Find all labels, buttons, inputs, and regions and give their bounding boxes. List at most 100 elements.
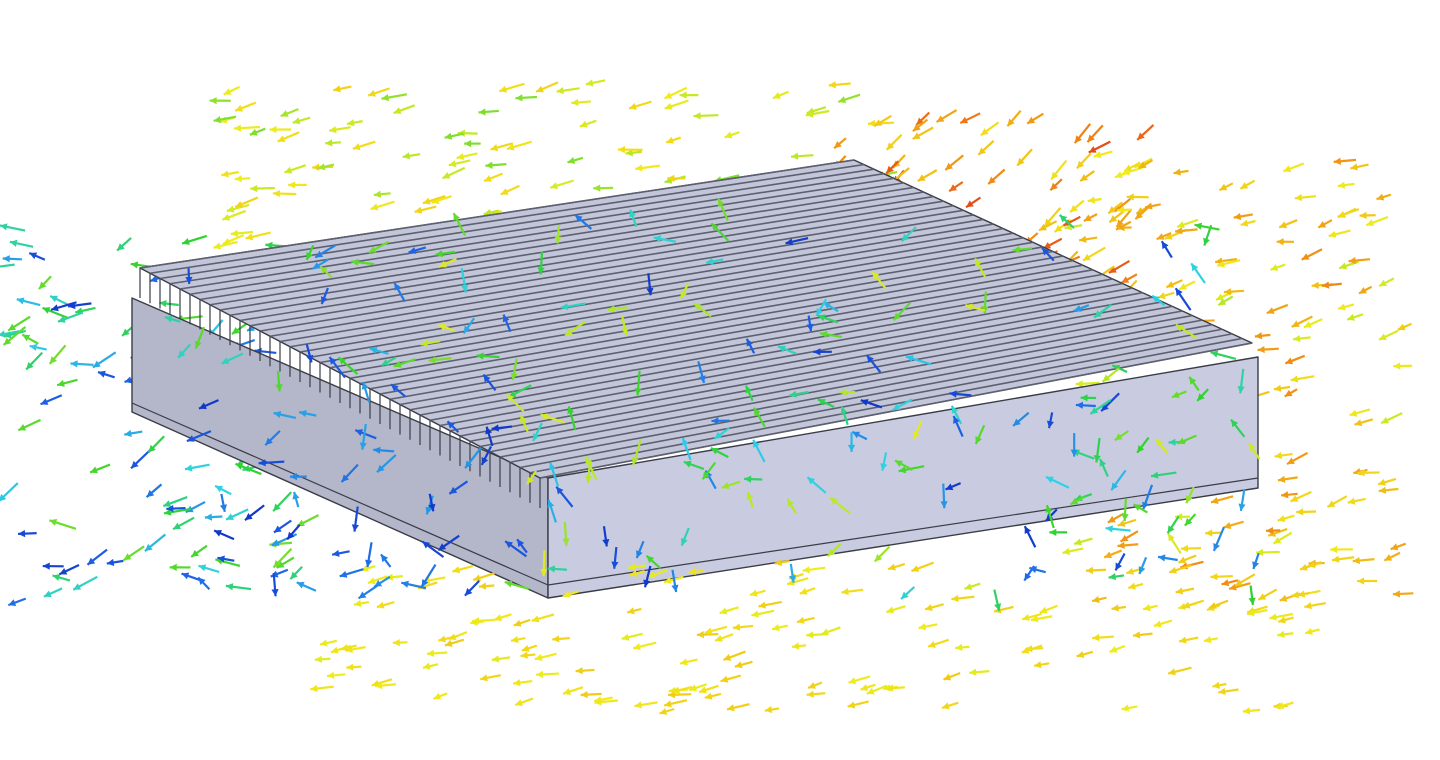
velocity-vector [435,250,456,258]
velocity-vector [1083,213,1098,222]
velocity-vector [1115,220,1132,231]
velocity-vector [1233,212,1253,221]
velocity-vector [169,563,191,571]
velocity-vector [1178,280,1196,291]
velocity-vector [817,398,835,408]
velocity-vector [376,454,397,473]
velocity-vector [671,569,679,593]
velocity-vector [317,163,335,171]
velocity-vector [320,287,329,305]
velocity-vector [698,684,719,694]
velocity-vector [839,388,856,396]
velocity-vector [964,303,986,312]
velocity-vector [1212,526,1225,552]
velocity-vector [1023,525,1037,548]
velocity-vector [513,679,533,687]
velocity-vector [1230,418,1246,438]
velocity-vector [620,314,629,336]
velocity-vector [751,609,775,618]
velocity-vector [221,170,239,178]
velocity-vector [1108,259,1131,274]
velocity-vector [326,671,346,679]
velocity-vector [433,692,448,700]
velocity-vector [1073,537,1093,546]
velocity-vector [190,544,208,558]
velocity-vector [1165,279,1183,289]
velocity-vector [1291,315,1313,328]
velocity-vector [672,685,693,694]
velocity-vector [969,668,990,676]
velocity-vector [1390,542,1407,551]
velocity-vector [777,345,797,355]
velocity-vector [58,564,80,576]
velocity-vector [1142,604,1158,612]
velocity-vector [840,406,849,426]
velocity-vector [420,564,437,588]
velocity-vector [1075,401,1096,409]
velocity-vector [1173,168,1189,176]
velocity-vector [1397,322,1413,331]
velocity-vector [1277,514,1295,523]
velocity-vector [1217,259,1241,268]
velocity-vector [275,371,283,392]
velocity-vector [444,638,465,647]
velocity-vector [974,257,987,278]
velocity-vector [1304,601,1326,610]
heatsink-fin [279,223,994,343]
velocity-vector [177,343,192,359]
heatsink-fin [409,282,1123,411]
velocity-vector [1006,109,1022,127]
velocity-vector [305,344,314,363]
velocity-vector [48,344,67,365]
velocity-vector [634,701,658,709]
velocity-vector [594,696,613,704]
velocity-vector [1101,367,1120,383]
velocity-vector [213,240,238,250]
velocity-vector [1117,541,1139,549]
velocity-vector [7,315,31,332]
velocity-vector [744,475,763,483]
velocity-vector [1111,604,1127,612]
velocity-vector [2,326,27,346]
velocity-vector [802,566,826,574]
velocity-vector [704,692,722,700]
velocity-vector [289,565,303,580]
heatsink-fin [499,323,1213,458]
velocity-vector [1357,469,1380,477]
velocity-vector [288,181,307,189]
velocity-vector [1254,332,1271,340]
heatsink-fin [289,227,1004,348]
velocity-vector [785,237,809,246]
velocity-vector [144,533,166,552]
velocity-vector [1210,495,1234,504]
velocity-vector [234,101,257,112]
velocity-vector [444,132,464,140]
velocity-vector [1136,124,1155,141]
velocity-vector [508,384,532,399]
velocity-vector [480,445,492,466]
velocity-vector [500,184,520,196]
velocity-vector [900,226,917,243]
velocity-vector [1138,556,1148,575]
velocity-vector [1176,218,1199,229]
velocity-vector [234,175,251,183]
velocity-vector [1212,681,1227,689]
velocity-vector [422,662,439,670]
velocity-vector [905,355,932,366]
velocity-vector [1380,412,1403,425]
velocity-vector [380,553,392,568]
heatsink-fin [369,264,1083,390]
velocity-vector [871,270,887,289]
velocity-vector [537,251,545,275]
velocity-vector [1153,619,1173,628]
velocity-vector [370,200,395,211]
velocity-vector [1142,484,1154,510]
velocity-vector [806,631,827,639]
velocity-vector [1012,411,1030,427]
velocity-vector [535,81,559,93]
heatsink-fin [349,255,1064,380]
velocity-vector [924,603,944,612]
velocity-vector [746,491,754,508]
velocity-vector [911,561,935,573]
velocity-vector [1042,237,1063,250]
